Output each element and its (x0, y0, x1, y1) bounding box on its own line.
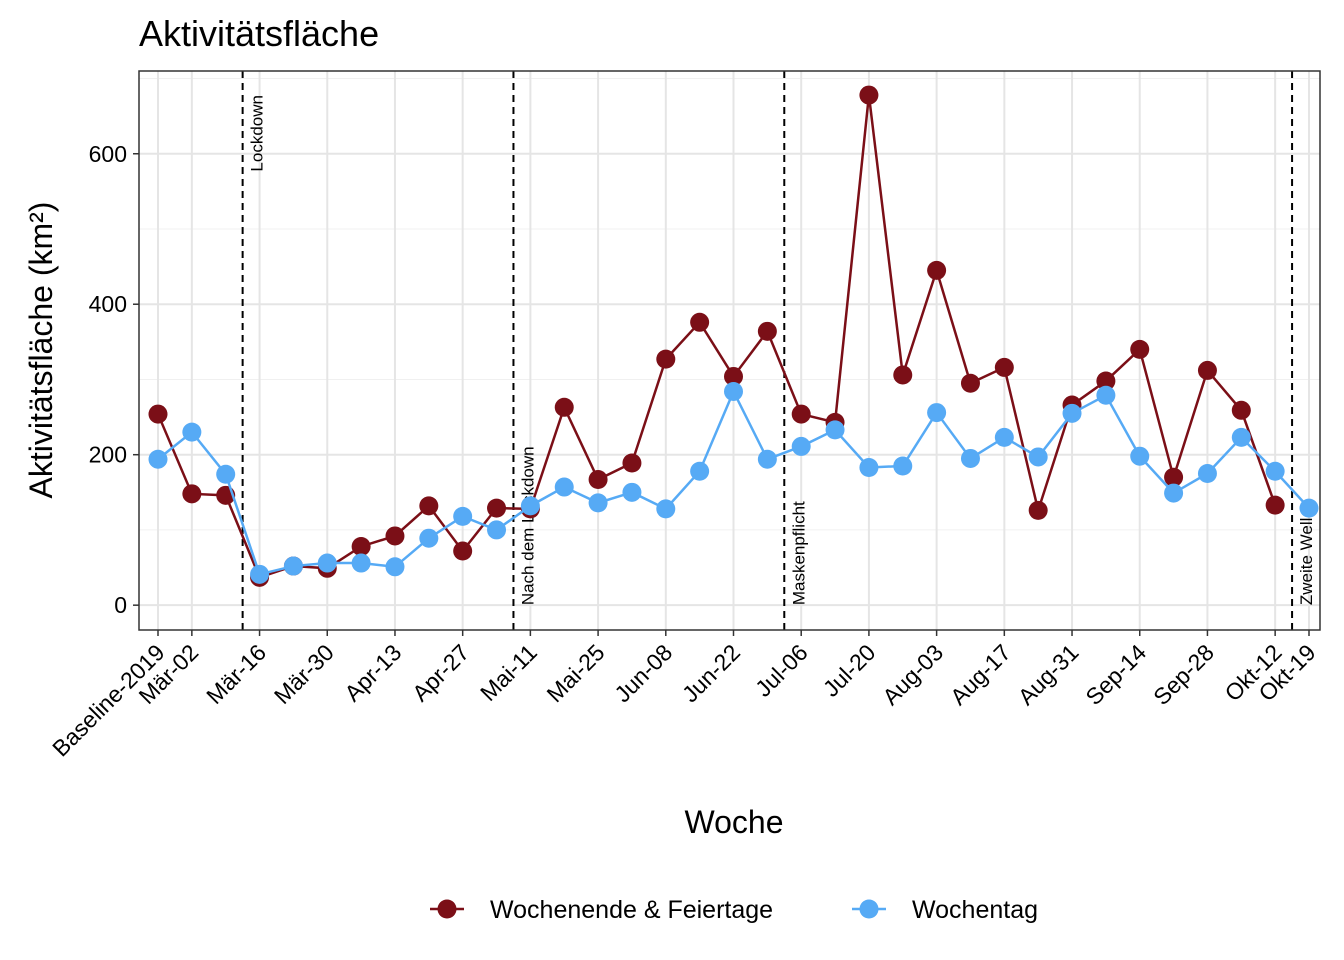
data-point (520, 496, 540, 516)
data-point (1028, 447, 1048, 467)
data-point (182, 484, 202, 504)
plot-border (138, 70, 1321, 631)
data-point (554, 477, 574, 497)
data-point (351, 536, 371, 556)
y-tick-label: 200 (89, 442, 127, 468)
y-tick-label: 400 (89, 291, 127, 317)
y-axis-label: Aktivitätsfläche (km²) (23, 202, 59, 499)
series-line (156, 94, 1277, 579)
data-point (994, 357, 1014, 377)
legend-label: Wochenende & Feiertage (490, 896, 773, 924)
data-point (1231, 400, 1251, 420)
data-point (148, 449, 168, 469)
data-point (1028, 500, 1048, 520)
data-point (1062, 403, 1082, 423)
data-point (1231, 427, 1251, 447)
data-point (757, 321, 777, 341)
data-point (216, 464, 236, 484)
x-tick-label: Jul-06 (750, 639, 813, 702)
x-tick-label: Jun-08 (609, 639, 677, 707)
data-point (1096, 385, 1116, 405)
data-point (859, 85, 879, 105)
data-point (385, 557, 405, 577)
chart-title: Aktivitätsfläche (139, 13, 379, 54)
annotation-label: Zweite Welle (1297, 508, 1316, 605)
data-point (690, 312, 710, 332)
x-tick-label: Sep-28 (1148, 639, 1219, 710)
y-tick-label: 600 (89, 141, 127, 167)
data-point (859, 457, 879, 477)
data-point (419, 528, 439, 548)
data-point (656, 499, 676, 519)
annotation-label: Lockdown (248, 95, 267, 172)
data-point (927, 260, 947, 280)
data-point (487, 520, 507, 540)
x-tick-label: Sep-14 (1080, 639, 1151, 710)
x-tick-label: Mär-30 (269, 639, 339, 709)
legend-item: Wochenende & Feiertage (430, 896, 773, 924)
annotation-label: Nach dem Lockdown (518, 446, 537, 605)
x-axis-label: Woche (684, 804, 783, 840)
data-point (1299, 498, 1319, 518)
data-point (1197, 360, 1217, 380)
annotation-label: Maskenpflicht (789, 501, 808, 605)
data-point (1265, 461, 1285, 481)
data-point (588, 493, 608, 513)
data-point (893, 456, 913, 476)
x-tick-label: Mai-11 (475, 639, 542, 706)
x-tick-label: Jun-22 (677, 639, 745, 707)
data-point (1164, 467, 1184, 487)
legend-item: Wochentag (852, 896, 1038, 924)
data-point (317, 553, 337, 573)
data-point (385, 526, 405, 546)
x-tick-label: Apr-13 (339, 639, 406, 706)
data-point (893, 365, 913, 385)
x-tick-label: Aug-17 (945, 639, 1016, 710)
legend-label: Wochentag (912, 896, 1038, 924)
data-point (148, 404, 168, 424)
y-tick-label: 0 (114, 592, 127, 618)
x-tick-label: Apr-27 (407, 639, 474, 706)
data-point (724, 366, 743, 386)
data-point (351, 553, 371, 573)
data-point (250, 564, 270, 584)
data-point (453, 506, 473, 526)
data-point (791, 404, 811, 424)
data-point (588, 470, 608, 490)
data-point (724, 382, 743, 402)
x-tick-label: Mär-16 (201, 639, 271, 709)
data-point (283, 556, 303, 576)
x-tick-label: Jul-20 (818, 639, 881, 702)
data-point (419, 496, 439, 516)
data-point (791, 436, 811, 456)
data-point (825, 420, 845, 440)
data-point (622, 482, 642, 502)
legend-marker (437, 899, 457, 919)
x-tick-label: Aug-31 (1013, 639, 1084, 710)
x-tick-label: Aug-03 (877, 639, 948, 710)
data-point (1130, 446, 1150, 466)
data-point (1197, 464, 1217, 484)
data-point (960, 373, 980, 393)
data-point (656, 349, 676, 369)
data-point (1130, 339, 1150, 359)
data-point (1164, 483, 1184, 503)
data-point (453, 541, 473, 561)
data-point (622, 453, 642, 473)
data-point (757, 449, 777, 469)
data-point (960, 448, 980, 468)
data-point (554, 397, 574, 417)
data-point (1265, 495, 1285, 515)
legend-marker (859, 899, 879, 919)
data-point (994, 427, 1014, 447)
data-point (487, 498, 507, 518)
data-point (690, 461, 710, 481)
x-tick-label: Mai-25 (542, 639, 610, 707)
data-point (1096, 371, 1116, 391)
data-point (182, 422, 202, 442)
data-point (927, 403, 947, 423)
